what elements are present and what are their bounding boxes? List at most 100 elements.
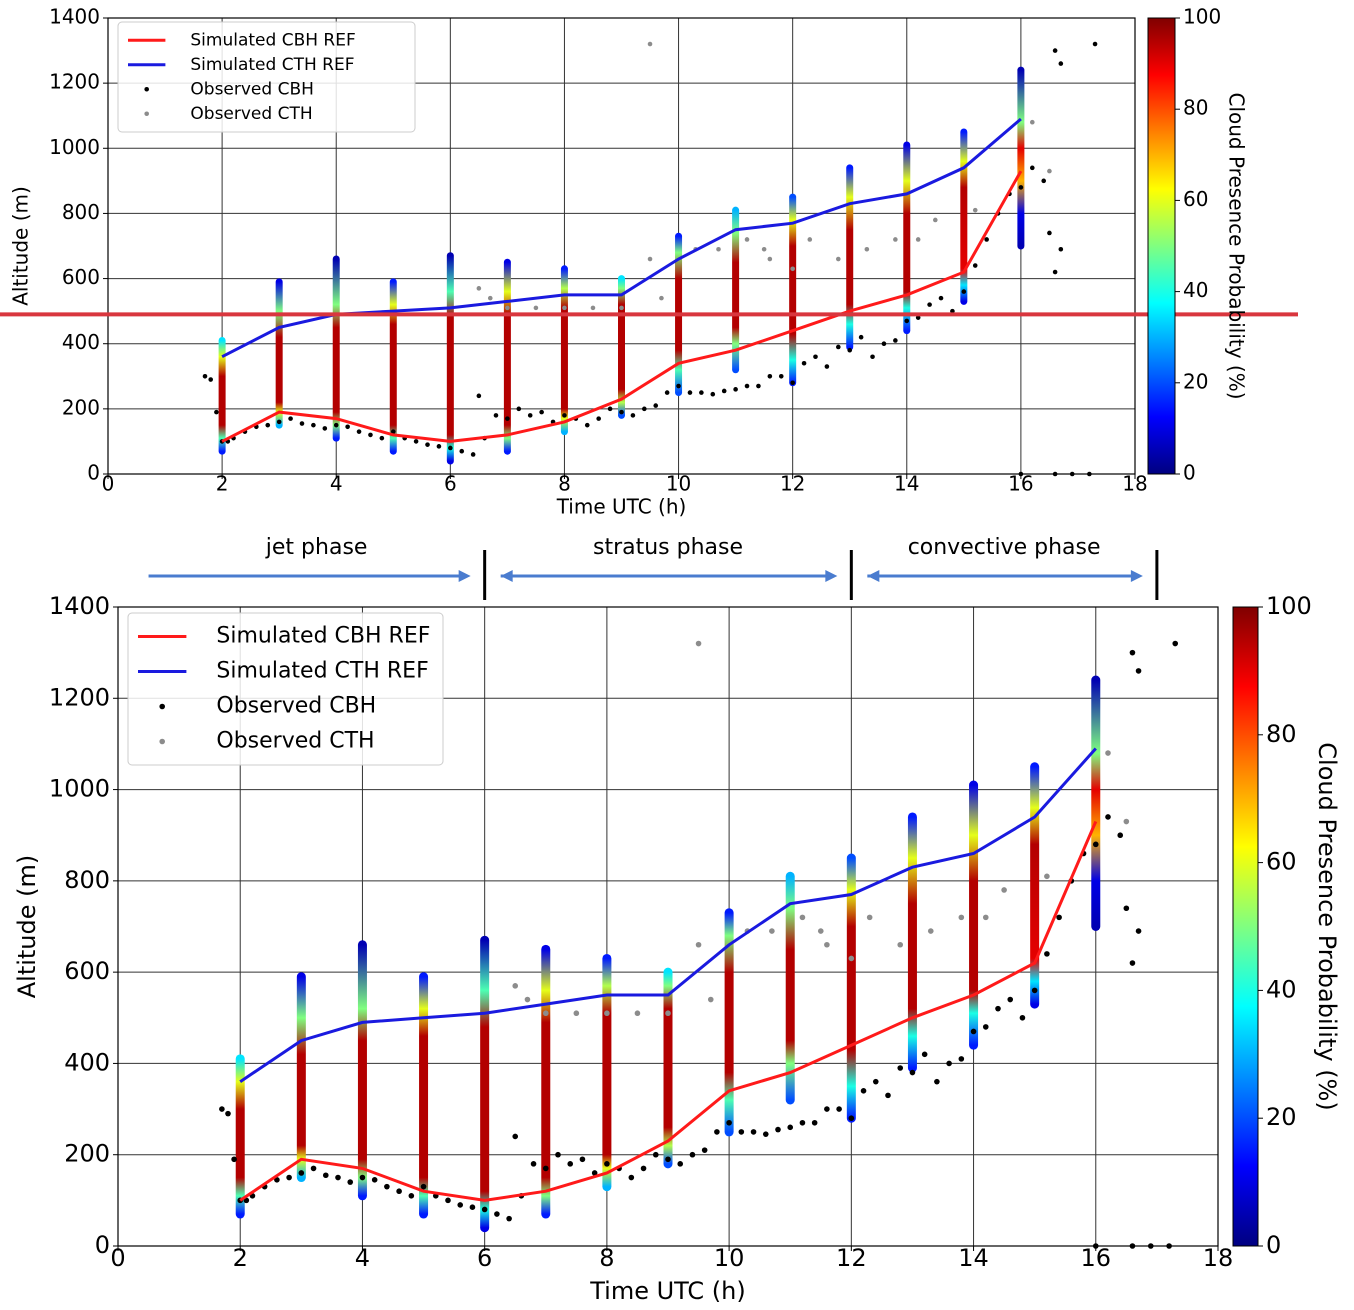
y-tick-label: 600 — [62, 265, 100, 289]
observed-point — [530, 1161, 537, 1167]
probability-column — [480, 935, 490, 1233]
y-tick-label: 1000 — [49, 775, 110, 803]
observed-point — [1123, 905, 1130, 912]
observed-point — [493, 413, 499, 418]
colorbar-tick-label: 40 — [1183, 278, 1208, 302]
observed-point — [813, 354, 818, 360]
probability-column — [389, 278, 397, 455]
chart: 0 2 4 6 8 10 12 14 16 180200400600800100012001400… — [0, 5, 1298, 519]
observed-point — [208, 377, 213, 382]
observed-point — [958, 914, 965, 921]
observed-point — [286, 1174, 292, 1181]
observed-point — [695, 941, 702, 948]
legend-swatch — [144, 86, 149, 92]
observed-point — [801, 360, 807, 366]
observed-point — [984, 237, 989, 242]
observed-point — [1135, 928, 1142, 934]
legend-box — [117, 21, 416, 133]
y-tick-label: 0 — [87, 461, 100, 485]
probability-column — [357, 940, 367, 1201]
observed-point — [470, 452, 476, 457]
observed-point — [573, 1010, 580, 1017]
y-tick-label: 400 — [62, 330, 100, 354]
x-axis-label: Time UTC (h) — [589, 1277, 746, 1305]
legend-label: Observed CBH — [216, 694, 376, 719]
colorbar-tick-label: 80 — [1266, 720, 1297, 748]
x-tick-label: 12 — [836, 1244, 867, 1272]
y-tick-label: 600 — [64, 957, 110, 985]
observed-point — [860, 1088, 867, 1094]
y-tick-label: 400 — [64, 1048, 110, 1076]
observed-point — [299, 421, 305, 426]
probability-column — [789, 193, 797, 387]
probability-column — [541, 944, 551, 1219]
arrow-head — [867, 570, 880, 582]
observed-point — [972, 207, 978, 213]
observed-point — [897, 941, 904, 948]
arrow-head — [825, 570, 838, 582]
observed-point — [744, 383, 750, 389]
x-tick-label: 12 — [780, 472, 805, 496]
observed-point — [893, 338, 898, 343]
observed-point — [750, 1129, 757, 1135]
observed-point — [607, 406, 613, 412]
colorbar-tick-label: 80 — [1183, 96, 1208, 120]
observed-point — [310, 1165, 317, 1172]
legend-label: Simulated CTH REF — [190, 55, 354, 75]
observed-point — [761, 246, 767, 252]
observed-point — [469, 1204, 476, 1211]
observed-point — [584, 422, 590, 428]
observed-point — [721, 388, 727, 394]
probability-column — [969, 780, 979, 1050]
phase-label: jet phase — [265, 535, 368, 560]
y-tick-label: 0 — [95, 1231, 110, 1259]
observed-point — [1129, 960, 1136, 966]
observed-point — [567, 1161, 574, 1167]
observed-point — [836, 344, 841, 350]
x-tick-label: 2 — [233, 1244, 248, 1272]
observed-point — [596, 416, 601, 421]
y-axis-label: Altitude (m) — [9, 186, 33, 306]
observed-point — [591, 1170, 598, 1176]
y-tick-label: 1200 — [49, 70, 100, 94]
x-tick-label: 10 — [714, 1244, 745, 1272]
x-tick-label: 0 — [102, 472, 115, 496]
y-axis-label: Altitude (m) — [13, 855, 41, 999]
y-tick-label: 200 — [62, 395, 100, 419]
legend-swatch — [159, 703, 165, 710]
observed-point — [893, 237, 898, 242]
observed-point — [347, 1179, 354, 1185]
legend-label: Simulated CTH REF — [216, 659, 428, 684]
observed-point — [864, 246, 870, 252]
observed-point — [494, 1211, 500, 1217]
observed-point — [1030, 119, 1035, 125]
observed-point — [1044, 951, 1050, 957]
observed-point — [972, 263, 978, 268]
observed-point — [790, 380, 795, 386]
observed-point — [701, 1147, 708, 1153]
observed-point — [756, 383, 761, 389]
observed-point — [659, 295, 664, 301]
observed-point — [927, 928, 934, 934]
observed-point — [384, 1183, 390, 1190]
observed-point — [847, 347, 853, 353]
colorbar-tick-label: 100 — [1266, 592, 1312, 620]
observed-point — [1135, 668, 1142, 674]
colorbar-tick-label: 40 — [1266, 975, 1297, 1003]
observed-point — [396, 1188, 402, 1195]
x-tick-label: 8 — [558, 472, 571, 496]
observed-point — [811, 1119, 818, 1126]
arrow-head — [458, 570, 471, 582]
observed-point — [1058, 246, 1064, 252]
colorbar-tick-label: 60 — [1183, 187, 1208, 211]
colorbar — [1147, 17, 1176, 475]
probability-column — [419, 972, 429, 1219]
simulated-line — [239, 747, 1097, 1083]
legend-label: Simulated CBH REF — [190, 30, 355, 50]
observed-point — [1019, 1014, 1026, 1021]
observed-point — [881, 341, 887, 347]
phase-label: convective phase — [908, 535, 1101, 560]
probability-column — [1030, 762, 1040, 1009]
observed-point — [950, 308, 955, 314]
